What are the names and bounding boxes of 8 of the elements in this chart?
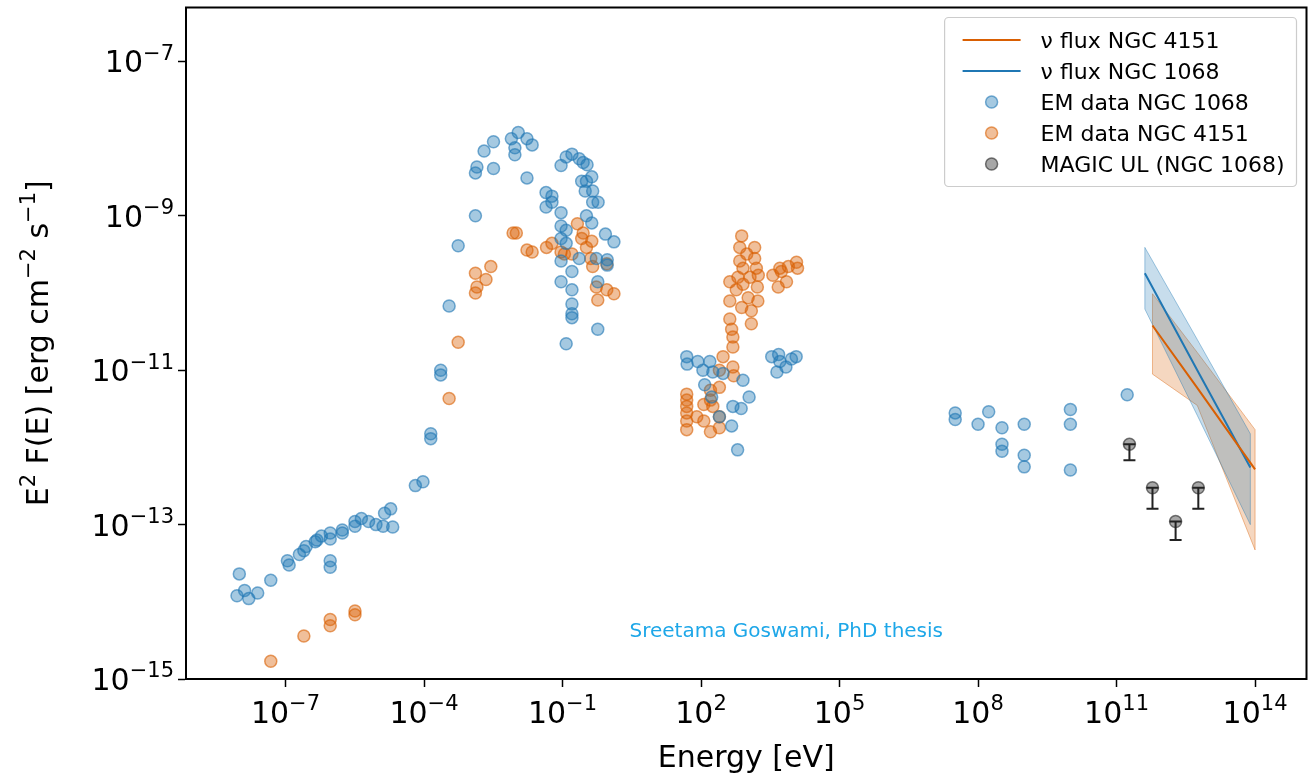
y-axis-title: E2 F(E) [erg cm−2 s−1] <box>16 180 55 507</box>
legend-label: EM data NGC 1068 <box>1040 90 1249 115</box>
legend-label: MAGIC UL (NGC 1068) <box>1040 152 1285 177</box>
annotation: Sreetama Goswami, PhD thesis <box>629 618 944 642</box>
legend-label: EM data NGC 4151 <box>1040 121 1249 146</box>
legend-label: ν flux NGC 1068 <box>1040 59 1220 84</box>
legend-label: ν flux NGC 4151 <box>1040 28 1220 53</box>
x-axis-title: Energy [eV] <box>657 739 835 774</box>
